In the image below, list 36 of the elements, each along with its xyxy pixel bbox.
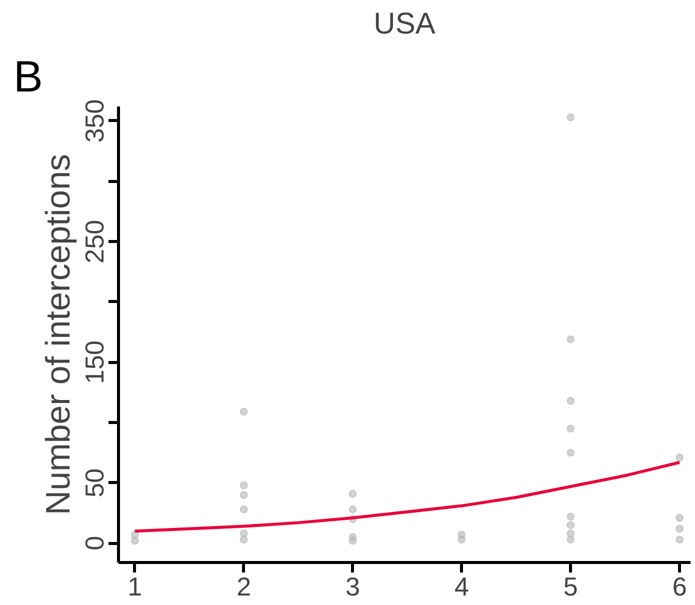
x-tick-label: 4 bbox=[454, 572, 469, 602]
point bbox=[130, 536, 139, 545]
point bbox=[676, 454, 684, 462]
y-tick-label: 250 bbox=[80, 220, 110, 264]
chart-title: USA bbox=[374, 8, 436, 40]
point bbox=[676, 514, 684, 522]
x-tick-label: 6 bbox=[672, 572, 687, 602]
y-tick-label: 50 bbox=[80, 468, 110, 498]
point bbox=[348, 505, 357, 514]
x-tick-label: 1 bbox=[128, 572, 142, 602]
point bbox=[240, 536, 248, 544]
point bbox=[348, 536, 357, 545]
point bbox=[566, 335, 575, 344]
point bbox=[566, 512, 575, 521]
x-tick-label: 2 bbox=[236, 572, 252, 602]
point bbox=[566, 448, 575, 457]
point bbox=[240, 490, 248, 499]
point bbox=[566, 536, 575, 544]
point bbox=[566, 113, 575, 122]
point bbox=[348, 490, 357, 498]
point bbox=[240, 408, 248, 416]
point bbox=[566, 424, 575, 433]
text: B bbox=[14, 52, 43, 102]
point bbox=[566, 521, 575, 530]
point bbox=[676, 536, 684, 544]
x-tick-label: 3 bbox=[346, 572, 360, 602]
point bbox=[676, 524, 684, 533]
y-tick-label: 150 bbox=[80, 340, 110, 384]
point bbox=[566, 396, 575, 405]
y-axis-title: Number of interceptions bbox=[40, 154, 78, 515]
point bbox=[458, 536, 466, 544]
point bbox=[240, 481, 248, 490]
y-tick-label: 0 bbox=[80, 536, 110, 550]
point bbox=[240, 505, 248, 514]
x-tick-label: 5 bbox=[563, 572, 578, 602]
y-tick-label: 350 bbox=[80, 99, 110, 143]
